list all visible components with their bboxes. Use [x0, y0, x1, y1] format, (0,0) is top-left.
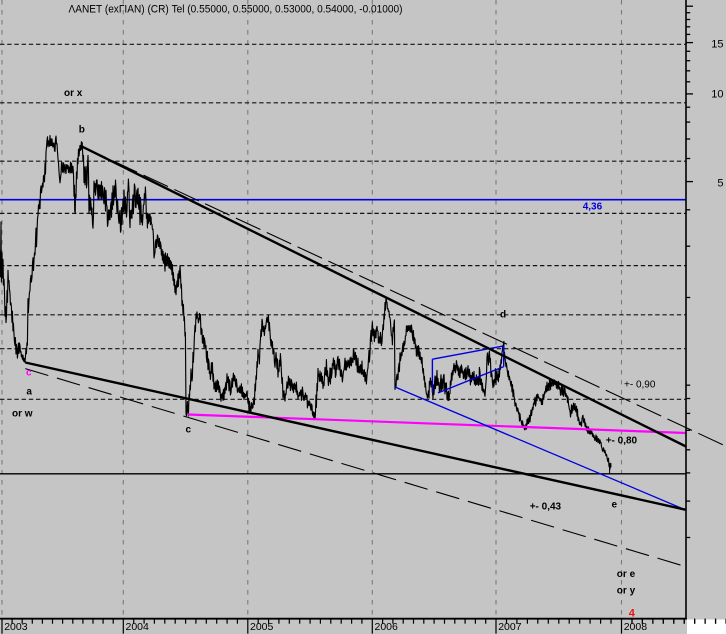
svg-text:c: c	[26, 368, 32, 379]
svg-text:2004: 2004	[126, 621, 150, 633]
svg-text:4,36: 4,36	[583, 202, 603, 213]
svg-text:15: 15	[711, 39, 723, 51]
svg-text:+- 0,80: +- 0,80	[606, 436, 638, 447]
svg-text:or w: or w	[12, 408, 33, 419]
svg-text:4: 4	[629, 608, 636, 620]
svg-text:d: d	[500, 310, 506, 321]
svg-text:c: c	[186, 425, 192, 436]
svg-text:+- 0,43: +- 0,43	[530, 502, 562, 513]
svg-text:or y: or y	[617, 586, 636, 597]
svg-text:10: 10	[711, 88, 723, 100]
svg-text:or x: or x	[64, 88, 83, 99]
svg-text:ΛΑΝΕΤ (exΓΙΑΝ) (CR) Tel (0.550: ΛΑΝΕΤ (exΓΙΑΝ) (CR) Tel (0.55000, 0.5500…	[69, 4, 403, 16]
svg-text:5: 5	[717, 177, 723, 189]
svg-text:2008: 2008	[624, 621, 648, 633]
svg-text:b: b	[79, 125, 85, 136]
svg-text:+- 0,90: +- 0,90	[624, 379, 656, 390]
svg-text:2007: 2007	[498, 621, 522, 633]
svg-text:a: a	[26, 387, 32, 398]
svg-text:or e: or e	[617, 569, 636, 580]
svg-text:2006: 2006	[375, 621, 399, 633]
svg-text:2003: 2003	[4, 621, 28, 633]
svg-text:2005: 2005	[250, 621, 274, 633]
svg-text:e: e	[612, 500, 618, 511]
